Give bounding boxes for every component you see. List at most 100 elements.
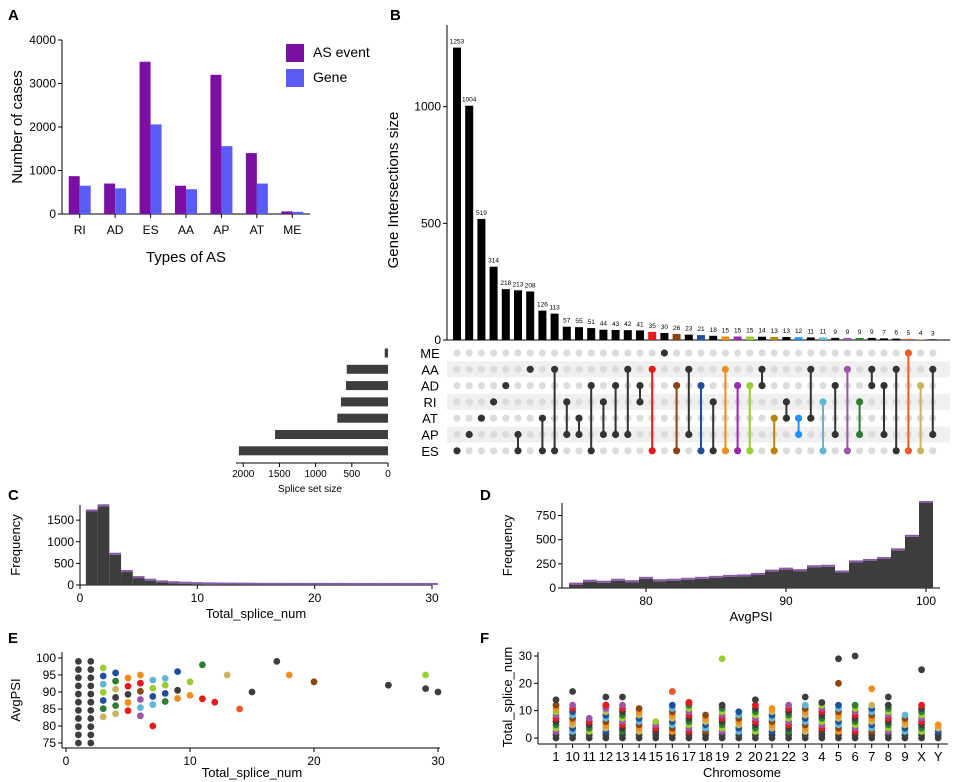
b-set-label: ES [421, 444, 439, 459]
b-matrix-dot-off [636, 430, 644, 439]
f-x-tick-label: 8 [885, 749, 892, 764]
b-intersection-bar [880, 338, 888, 340]
b-matrix-dot-off [636, 447, 644, 455]
b-matrix-dot-off [453, 382, 461, 390]
b-matrix-dot-on [551, 447, 559, 455]
f-x-tick-label: 7 [868, 749, 875, 764]
b-matrix-dot-off [563, 365, 571, 373]
b-intersection-bar [538, 310, 547, 340]
b-matrix-dot-off [465, 398, 473, 406]
b-matrix-dot-off [746, 349, 754, 357]
a-x-axis-title: Types of AS [146, 249, 226, 266]
f-point [835, 701, 842, 709]
f-point [801, 693, 809, 701]
c-bar [168, 583, 180, 585]
b-matrix-dot-on [587, 382, 595, 390]
b-matrix-dot-on [770, 414, 778, 422]
b-bar-value-label: 9 [870, 329, 874, 336]
b-matrix-dot-on [831, 430, 839, 439]
b-intersection-bar [794, 337, 803, 340]
e-point [75, 690, 82, 698]
b-matrix-dot-on [929, 365, 937, 373]
b-matrix-dot-off [709, 382, 717, 390]
d-bar [863, 560, 877, 588]
b-set-size-tick-label: 1500 [268, 469, 291, 480]
b-matrix-dot-off [868, 430, 876, 439]
b-bar-value-label: 5 [907, 330, 911, 337]
f-point [752, 696, 759, 704]
f-x-tick-label: 5 [835, 749, 842, 764]
c-x-tick-label: 20 [308, 591, 322, 605]
b-set-size-bar [384, 348, 388, 358]
b-matrix-dot-off [526, 398, 534, 406]
f-x-tick-label: 19 [715, 749, 729, 764]
b-matrix-dot-on [575, 430, 583, 439]
b-intersection-bar [855, 337, 864, 340]
d-bar [821, 566, 835, 588]
b-matrix-dot-off [551, 349, 559, 357]
b-matrix-dot-on [697, 447, 705, 455]
f-x-tick-label: 1 [552, 749, 559, 764]
b-matrix-dot-off [709, 365, 717, 373]
e-y-tick-label: 95 [43, 668, 57, 682]
e-point [223, 671, 231, 679]
b-bar-value-label: 126 [537, 302, 548, 309]
a-bar-gene [150, 124, 162, 214]
b-matrix-dot-on [917, 382, 925, 390]
f-x-tick-label: 2 [735, 749, 742, 764]
b-set-size-bar [340, 397, 388, 407]
b-matrix-dot-off [514, 398, 522, 406]
b-y-tick-label: 1000 [414, 100, 441, 114]
d-bar [667, 580, 681, 588]
b-matrix-dot-off [758, 447, 766, 455]
e-point [273, 658, 281, 665]
b-bar-value-label: 26 [673, 325, 681, 332]
b-matrix-dot-off [490, 365, 498, 373]
b-matrix-dot-on [599, 398, 608, 406]
f-point [735, 708, 743, 716]
b-matrix-dot-on [612, 430, 620, 439]
e-point [161, 698, 169, 705]
b-matrix-dot-on [831, 382, 839, 390]
b-intersection-bar [465, 105, 474, 340]
c-bar [121, 572, 133, 585]
d-bar-top [737, 574, 751, 577]
d-bar [919, 503, 933, 588]
b-matrix-dot-on [721, 365, 730, 373]
b-intersection-bar [550, 313, 559, 340]
c-bar-top [85, 509, 98, 512]
e-point [149, 684, 157, 692]
b-intersection-bar [697, 335, 705, 340]
e-x-axis-title: Total_splice_num [202, 765, 302, 780]
e-point [87, 698, 95, 706]
c-y-tick-label: 500 [54, 556, 74, 570]
c-bar-top [144, 578, 157, 581]
b-intersection-bar [599, 329, 608, 340]
e-point [124, 707, 132, 715]
c-bar-top [214, 582, 227, 585]
e-point [285, 671, 293, 679]
e-point [124, 682, 132, 690]
a-legend-label: Gene [313, 69, 347, 85]
b-matrix-dot-off [490, 382, 498, 390]
b-matrix-dot-off [490, 414, 498, 422]
b-intersection-bar [501, 289, 510, 340]
b-matrix-dot-off [660, 414, 669, 422]
b-matrix-dot-on [856, 398, 864, 406]
b-intersection-bar [831, 337, 840, 340]
b-set-label: AD [421, 379, 439, 394]
b-intersection-bar [745, 336, 754, 340]
e-point [87, 723, 95, 731]
b-matrix-dot-off [538, 365, 547, 373]
b-matrix-dot-off [502, 430, 510, 439]
panel-letter-d: D [480, 487, 491, 504]
b-set-label: AT [422, 411, 438, 426]
b-matrix-dot-on [795, 430, 803, 439]
b-matrix-dot-on [538, 447, 547, 455]
e-point [75, 682, 82, 690]
b-matrix-dot-on [477, 414, 485, 422]
b-matrix-dot-off [624, 447, 632, 455]
c-bar-top [426, 582, 438, 585]
e-point [124, 674, 132, 682]
b-matrix-dot-off [599, 365, 608, 373]
